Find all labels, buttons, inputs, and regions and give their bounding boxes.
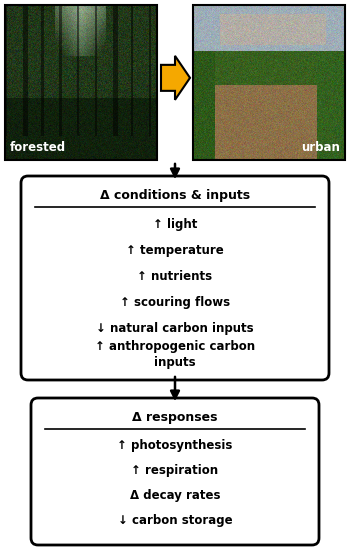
Polygon shape <box>161 56 190 100</box>
Text: Δ responses: Δ responses <box>132 410 218 424</box>
Text: ↑ light: ↑ light <box>153 218 197 231</box>
Text: Δ conditions & inputs: Δ conditions & inputs <box>100 189 250 202</box>
Text: ↓ natural carbon inputs: ↓ natural carbon inputs <box>96 322 254 335</box>
Text: ↑ temperature: ↑ temperature <box>126 244 224 257</box>
Bar <box>193 5 345 160</box>
Text: ↑ respiration: ↑ respiration <box>132 464 218 477</box>
Text: ↑ photosynthesis: ↑ photosynthesis <box>117 439 233 452</box>
Text: ↑ scouring flows: ↑ scouring flows <box>120 296 230 309</box>
Text: forested: forested <box>10 141 66 154</box>
Text: ↓ carbon storage: ↓ carbon storage <box>118 513 232 527</box>
FancyBboxPatch shape <box>31 398 319 545</box>
Text: Δ decay rates: Δ decay rates <box>130 489 220 502</box>
FancyBboxPatch shape <box>21 176 329 380</box>
Text: urban: urban <box>301 141 340 154</box>
Text: ↑ nutrients: ↑ nutrients <box>138 270 212 283</box>
Text: ↑ anthropogenic carbon
inputs: ↑ anthropogenic carbon inputs <box>95 340 255 369</box>
Bar <box>5 5 157 160</box>
